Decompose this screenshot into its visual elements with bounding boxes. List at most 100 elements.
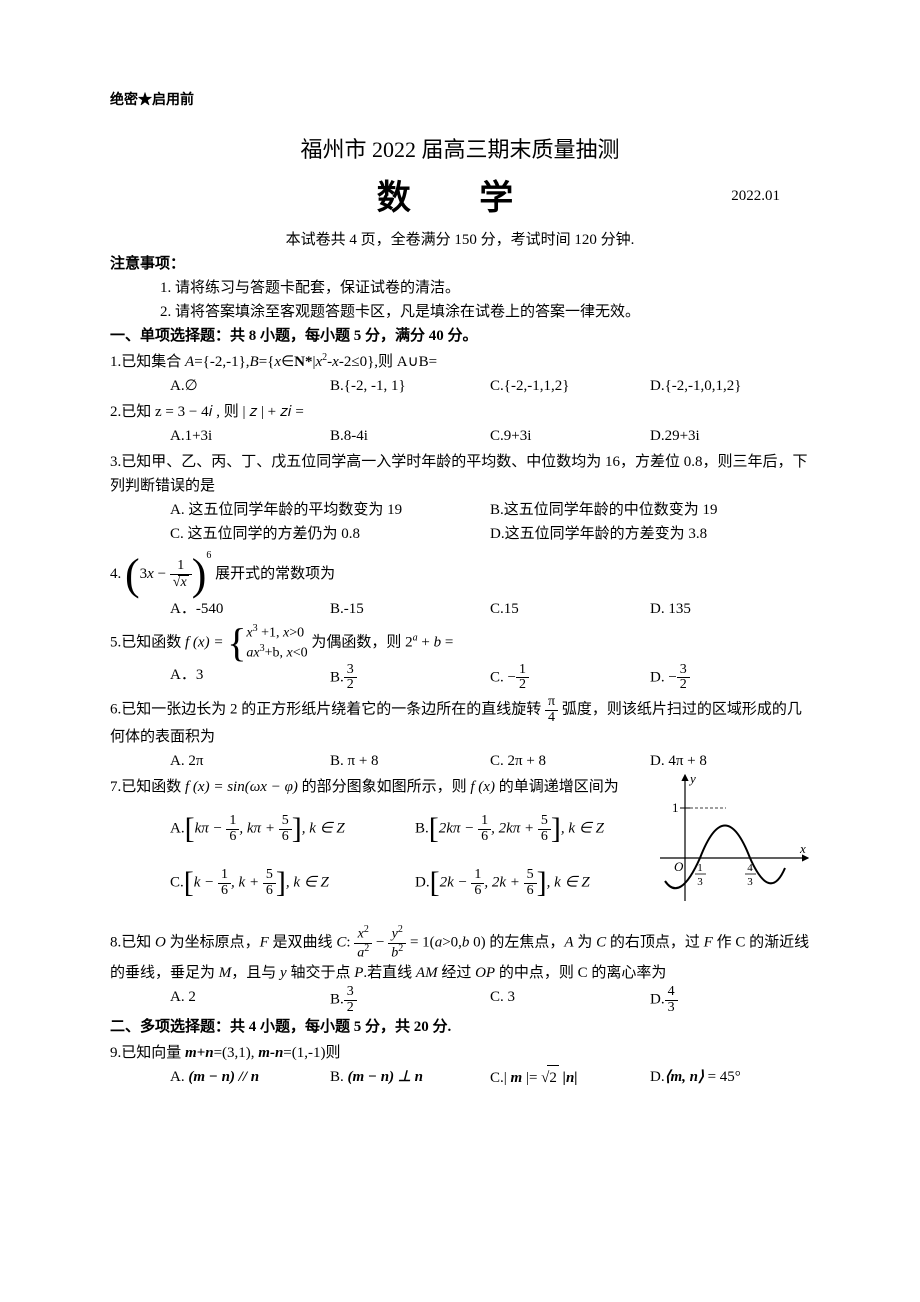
note-item-2: 2. 请将答案填涂至客观题答题卡区，凡是填涂在试卷上的答案一律无效。 xyxy=(110,300,810,324)
q3-choice-b: B.这五位同学年龄的中位数变为 19 xyxy=(490,498,810,522)
q2-choice-b: B.8-4i xyxy=(330,424,490,448)
q7-fx2: f (x) xyxy=(470,779,495,795)
q4-choice-a: A．-540 xyxy=(170,597,330,621)
q1-choice-d: D.{-2,-1,0,1,2} xyxy=(650,374,810,398)
q4-choice-c: C.15 xyxy=(490,597,650,621)
question-1: 1.已知集合 A={-2,-1},B={x∈N*|x2-x-2≤0},则 A∪B… xyxy=(110,350,810,374)
q1-choice-c: C.{-2,-1,1,2} xyxy=(490,374,650,398)
q5-choices: A．3 B.32 C. −12 D. −32 xyxy=(110,663,810,693)
q2-choice-d: D.29+3i xyxy=(650,424,810,448)
q6-choice-a: A. 2π xyxy=(170,749,330,773)
q5-choice-b: B.32 xyxy=(330,663,490,693)
q1-N: N* xyxy=(294,354,312,370)
q3-choice-c: C. 这五位同学的方差仍为 0.8 xyxy=(170,522,490,546)
q5-pre: 5.已知函数 xyxy=(110,634,185,650)
question-6: 6.已知一张边长为 2 的正方形纸片绕着它的一条边所在的直线旋转 π4 弧度，则… xyxy=(110,695,810,749)
exam-date: 2022.01 xyxy=(731,184,780,208)
svg-text:3: 3 xyxy=(747,876,753,888)
q5-choice-d: D. −32 xyxy=(650,663,810,693)
q8-choice-c: C. 3 xyxy=(490,985,650,1015)
q9-choice-a: A. (m − n) // n xyxy=(170,1065,330,1090)
q8-choices: A. 2 B.32 C. 3 D.43 xyxy=(110,985,810,1015)
q4-choice-b: B.-15 xyxy=(330,597,490,621)
q8-choice-a: A. 2 xyxy=(170,985,330,1015)
lparen-icon: ( xyxy=(125,553,140,597)
q5-choice-c: C. −12 xyxy=(490,663,650,693)
q1-choice-b: B.{-2, -1, 1} xyxy=(330,374,490,398)
q1-end: -2≤0},则 A∪B= xyxy=(339,354,437,370)
exam-info: 本试卷共 4 页，全卷满分 150 分，考试时间 120 分钟. xyxy=(110,228,810,252)
q5-r2b: +b, xyxy=(265,645,287,660)
q1-in: ∈ xyxy=(281,354,294,370)
q2-choice-c: C.9+3i xyxy=(490,424,650,448)
q7-choice-b: B.[2kπ − 16, 2kπ + 56], k ∈ Z xyxy=(415,805,660,853)
exam-subject: 数 学 xyxy=(377,172,544,226)
question-7: 7.已知函数 f (x) = sin(ωx − φ) 的部分图象如图所示，则 f… xyxy=(110,775,660,799)
q7-choice-a: A.[kπ − 16, kπ + 56], k ∈ Z xyxy=(170,805,415,853)
svg-text:1: 1 xyxy=(672,800,679,815)
q9-choices: A. (m − n) // n B. (m − n) ⊥ n C.| m |= … xyxy=(110,1065,810,1090)
confidential-label: 绝密★启用前 xyxy=(110,90,810,112)
q7-choice-c: C.[k − 16, k + 56], k ∈ Z xyxy=(170,859,415,907)
q1-eqB: ={ xyxy=(259,354,275,370)
q4-exp: 6 xyxy=(206,550,211,561)
q8-choice-d: D.43 xyxy=(650,985,810,1015)
q9-choice-c: C.| m |= √2 |n| xyxy=(490,1065,650,1090)
q6-choice-b: B. π + 8 xyxy=(330,749,490,773)
q5-plus: + xyxy=(418,634,434,650)
q4-sqrtx: x xyxy=(178,575,188,591)
q7-choice-d: D.[2k − 16, 2k + 56], k ∈ Z xyxy=(415,859,660,907)
q1-text: 1.已知集合 xyxy=(110,354,185,370)
svg-text:1: 1 xyxy=(697,862,703,874)
q1-x3: x xyxy=(332,354,339,370)
q7-c: 的单调递增区间为 xyxy=(495,779,619,795)
q1-A: A xyxy=(185,354,194,370)
q3-choice-a: A. 这五位同学年龄的平均数变为 19 xyxy=(170,498,490,522)
q1-eqA: ={-2,-1}, xyxy=(194,354,249,370)
q2-choices: A.1+3i B.8-4i C.9+3i D.29+3i xyxy=(110,424,810,448)
svg-text:O: O xyxy=(674,859,684,874)
note-item-1: 1. 请将练习与答题卡配套，保证试卷的清洁。 xyxy=(110,276,810,300)
q9-choice-d: D.⟨m, n⟩ = 45° xyxy=(650,1065,810,1090)
q1-B: B xyxy=(250,354,259,370)
question-3: 3.已知甲、乙、丙、丁、戊五位同学高一入学时年龄的平均数、中位数均为 16，方差… xyxy=(110,450,810,498)
q7-b: 的部分图象如图所示，则 xyxy=(298,779,471,795)
q1-choices: A.∅ B.{-2, -1, 1} C.{-2,-1,1,2} D.{-2,-1… xyxy=(110,374,810,398)
svg-text:x: x xyxy=(799,841,806,856)
question-5: 5.已知函数 f (x) = { x3 +1, x>0 ax3+b, x<0 为… xyxy=(110,623,810,663)
q1-choice-a: A.∅ xyxy=(170,374,330,398)
notes-heading: 注意事项： xyxy=(110,252,810,276)
q4-pre: 4. xyxy=(110,566,121,582)
q4-choice-d: D. 135 xyxy=(650,597,810,621)
q4-num: 1 xyxy=(170,559,192,575)
q6-num: π xyxy=(545,695,558,711)
rparen-icon: ) xyxy=(192,553,207,597)
svg-text:4: 4 xyxy=(747,862,753,874)
q6-choice-d: D. 4π + 8 xyxy=(650,749,810,773)
lbrace-icon: { xyxy=(227,623,246,663)
q2-choice-a: A.1+3i xyxy=(170,424,330,448)
q5-eq: = xyxy=(441,634,453,650)
svg-text:y: y xyxy=(688,773,696,786)
q6-choices: A. 2π B. π + 8 C. 2π + 8 D. 4π + 8 xyxy=(110,749,810,773)
question-4: 4. ( 3x − 1√x ) 6 展开式的常数项为 xyxy=(110,548,810,597)
section-2-heading: 二、多项选择题：共 4 小题，每小题 5 分，共 20 分. xyxy=(110,1015,810,1039)
q5-choice-a: A．3 xyxy=(170,663,330,693)
q7-a: 7.已知函数 xyxy=(110,779,185,795)
q6-den: 4 xyxy=(545,711,558,726)
q7-fx: f (x) = sin(ωx − φ) xyxy=(185,779,298,795)
q4-minus: − xyxy=(154,566,170,582)
question-8: 8.已知 O 为坐标原点，F 是双曲线 C: x2a2 − y2b2 = 1(a… xyxy=(110,925,810,985)
q4-choices: A．-540 B.-15 C.15 D. 135 xyxy=(110,597,810,621)
q5-mid: 为偶函数，则 2 xyxy=(311,634,412,650)
q4-post: 展开式的常数项为 xyxy=(215,566,335,582)
q5-r1d: >0 xyxy=(289,626,304,641)
q9-choice-b: B. (m − n) ⊥ n xyxy=(330,1065,490,1090)
q3-choice-d: D.这五位同学年龄的方差变为 3.8 xyxy=(490,522,810,546)
question-2: 2.已知 z = 3 − 4𝑖 , 则 | 𝑧 | + 𝑧𝑖 = xyxy=(110,400,810,424)
section-1-heading: 一、单项选择题：共 8 小题，每小题 5 分，满分 40 分。 xyxy=(110,324,810,348)
q8-choice-b: B.32 xyxy=(330,985,490,1015)
question-9: 9.已知向量 m+n=(3,1), m-n=(1,-1)则 xyxy=(110,1041,810,1065)
q5-fx: f (x) = xyxy=(185,634,227,650)
q7-graph: 1 y x O 1 3 4 3 xyxy=(660,773,810,911)
